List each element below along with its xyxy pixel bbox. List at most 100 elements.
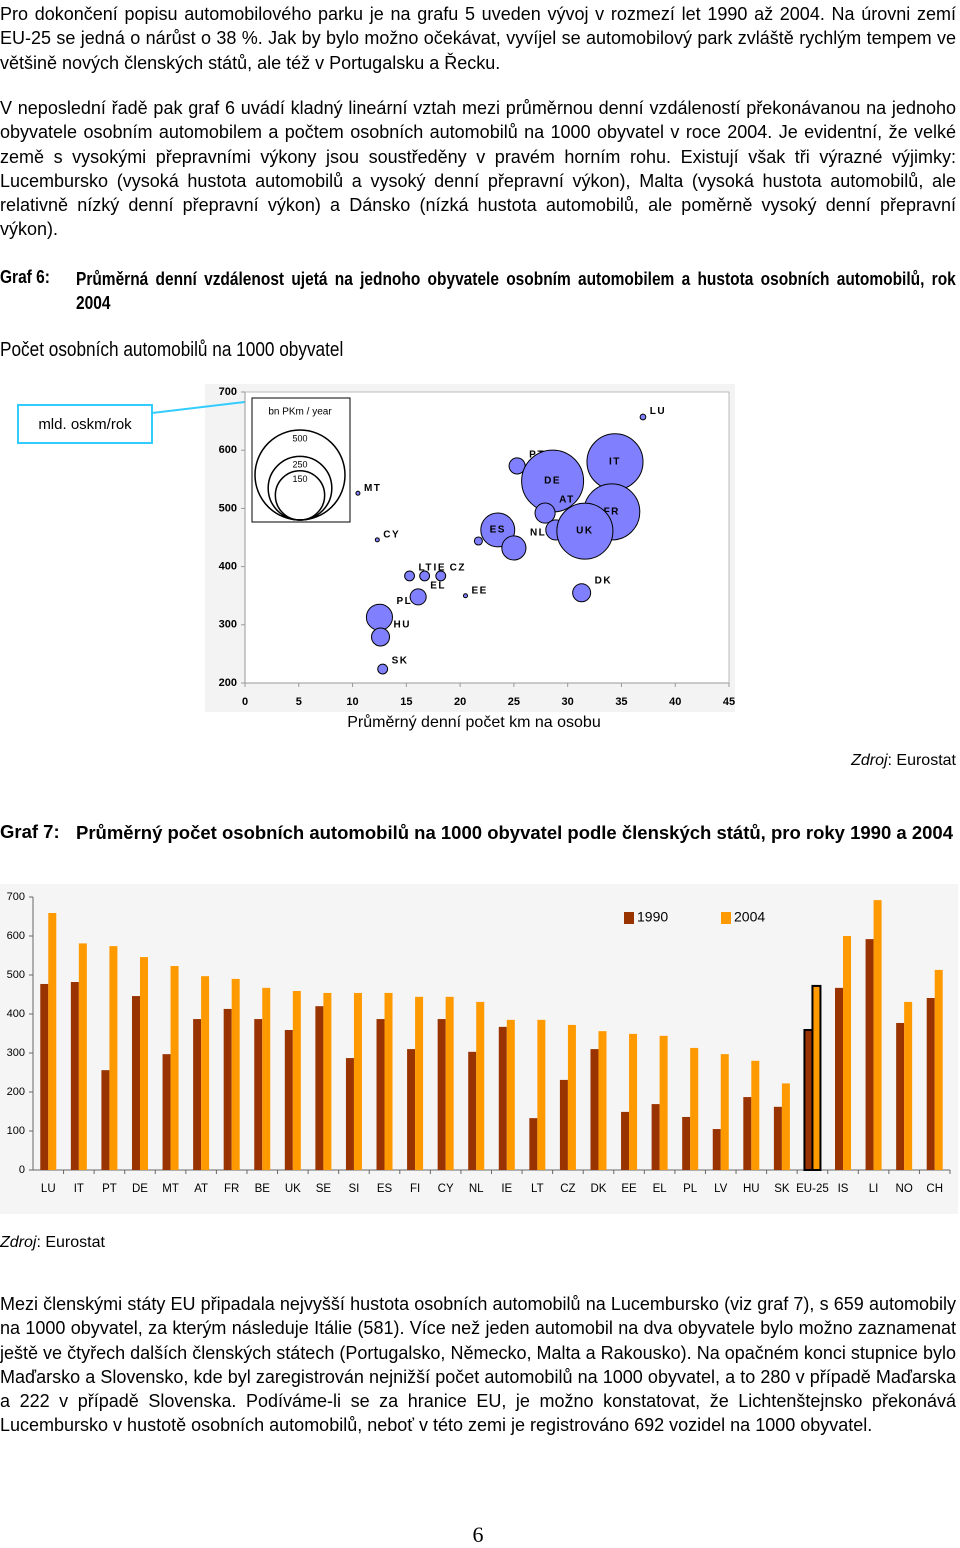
x-tick-label: EE <box>621 1183 637 1195</box>
bar <box>835 987 844 1170</box>
bar <box>567 1024 576 1170</box>
bar <box>720 1054 729 1170</box>
bubble <box>377 663 389 675</box>
y-tick-label: 600 <box>7 930 25 942</box>
y-tick-label: 700 <box>219 386 237 398</box>
x-tick-label: 45 <box>723 696 735 708</box>
bar <box>712 1129 721 1170</box>
size-legend-label: 500 <box>292 433 307 443</box>
x-tick-label: 20 <box>454 696 466 708</box>
bar <box>506 1019 515 1170</box>
source: Zdroj: Eurostat <box>851 752 956 770</box>
y-tick-label: 100 <box>7 1125 25 1137</box>
bar <box>407 1049 416 1170</box>
paragraph: Pro dokončení popisu automobilového park… <box>0 4 956 73</box>
bubble <box>365 603 393 631</box>
bar <box>781 1083 790 1170</box>
bubble <box>639 413 647 421</box>
x-tick-label: LU <box>41 1183 56 1195</box>
x-axis-title: Průměrný denní počet km na osobu <box>347 714 601 731</box>
bubble-label: EL <box>430 580 446 591</box>
bubble <box>435 570 447 582</box>
bubble <box>462 593 469 599</box>
bar <box>498 1026 507 1170</box>
x-tick-label: LV <box>714 1183 728 1195</box>
bar <box>843 936 852 1170</box>
x-tick-label: BE <box>255 1183 271 1195</box>
bar <box>109 946 118 1170</box>
y-tick-label: 700 <box>7 891 25 903</box>
y-tick-label: 300 <box>7 1047 25 1059</box>
bubble <box>534 502 556 524</box>
y-tick-label: 400 <box>7 1008 25 1020</box>
bar <box>162 1054 171 1170</box>
bar <box>345 1058 354 1170</box>
x-tick-label: AT <box>194 1183 208 1195</box>
bar <box>904 1001 913 1170</box>
x-tick-label: DE <box>132 1183 148 1195</box>
size-legend-circle <box>274 469 326 521</box>
x-tick-label: EL <box>653 1183 668 1195</box>
bar <box>101 1070 110 1170</box>
bar <box>865 939 874 1170</box>
bubble-label: UK <box>576 526 593 537</box>
x-tick-label: CZ <box>560 1183 575 1195</box>
legend-swatch <box>721 912 731 924</box>
bubble-label: CZ <box>450 563 466 574</box>
bubble <box>473 536 483 546</box>
bar <box>590 1049 599 1170</box>
bar <box>468 1051 477 1170</box>
bubble-label: LT <box>418 563 432 574</box>
source-text: : Eurostat <box>887 752 956 769</box>
bar <box>78 943 87 1170</box>
bar <box>803 1028 814 1171</box>
size-legend-label: 150 <box>292 474 307 484</box>
x-tick-label: SE <box>316 1183 332 1195</box>
bar <box>934 969 943 1170</box>
x-tick-label: FR <box>224 1183 239 1195</box>
bar <box>139 957 148 1170</box>
x-tick-label: 30 <box>562 696 574 708</box>
x-tick-label: IS <box>838 1183 849 1195</box>
bar <box>315 1006 324 1170</box>
bubble-label: SK <box>392 656 409 667</box>
bubble <box>419 570 431 582</box>
source-label: Zdroj <box>851 752 888 769</box>
x-tick-label: CH <box>926 1183 943 1195</box>
bar <box>926 998 935 1170</box>
y-tick-label: 500 <box>219 502 237 514</box>
bar <box>811 984 822 1171</box>
bubble-label: LU <box>650 406 666 417</box>
x-tick-label: HU <box>743 1183 760 1195</box>
page-number: 6 <box>472 1522 484 1547</box>
bubble-label: ES <box>490 525 506 536</box>
bubble-label: DK <box>595 575 612 586</box>
x-tick-label: PT <box>102 1183 117 1195</box>
bubble-label: EE <box>472 585 488 596</box>
x-tick-label: LT <box>531 1183 544 1195</box>
y-tick-label: 200 <box>7 1086 25 1098</box>
bubble <box>501 535 527 561</box>
bubble <box>409 588 427 606</box>
bar <box>262 987 271 1170</box>
bar <box>40 983 49 1170</box>
y-tick-label: 600 <box>219 444 237 456</box>
bar <box>743 1097 752 1170</box>
legend-label: 1990 <box>637 909 668 925</box>
y-tick-label: 0 <box>19 1164 25 1176</box>
bar <box>223 1008 232 1170</box>
bar <box>529 1118 538 1170</box>
bar <box>896 1022 905 1170</box>
size-callout: mld. oskm/rok <box>38 416 132 433</box>
bar <box>682 1116 691 1170</box>
bar <box>873 900 882 1170</box>
bubble <box>355 490 361 496</box>
bubble-label: CY <box>383 529 400 540</box>
size-callout-box <box>17 404 153 444</box>
bar <box>170 966 179 1170</box>
bar <box>254 1019 263 1170</box>
y-tick-label: 200 <box>219 677 237 689</box>
bubble-label: NL <box>530 528 546 539</box>
bar <box>621 1111 630 1170</box>
x-tick-label: NL <box>469 1183 484 1195</box>
